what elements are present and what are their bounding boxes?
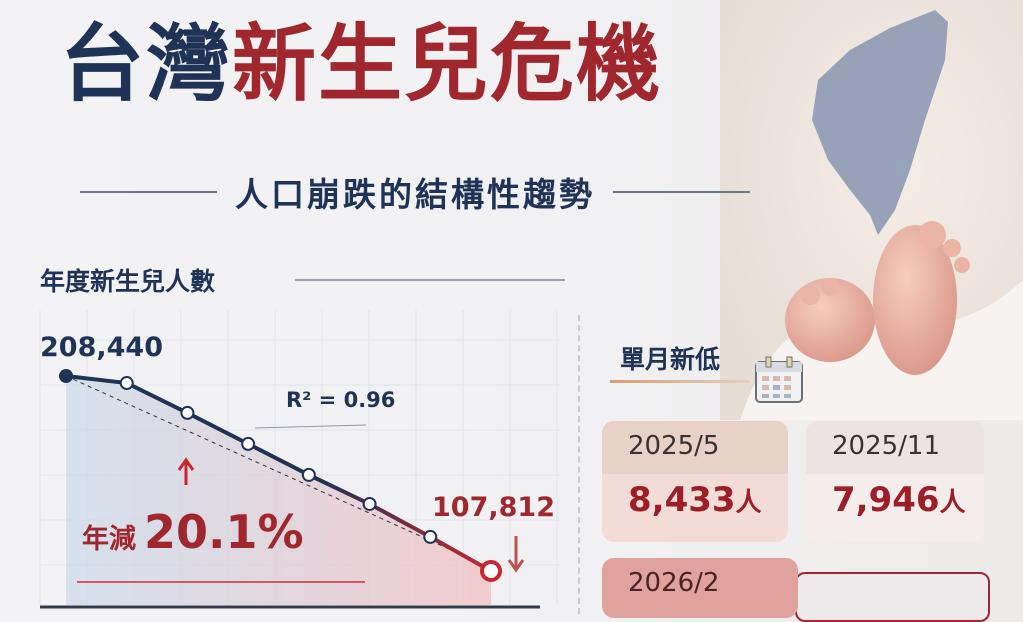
births-line-chart: [39, 310, 560, 609]
chart-title: 年度新生兒人數: [40, 267, 216, 296]
data-point: [301, 467, 316, 482]
up-arrow-icon: [177, 457, 195, 485]
card-date: 2025/5: [602, 421, 788, 474]
title-part-1: 台灣: [60, 15, 233, 113]
divider: [80, 191, 217, 193]
divider: [613, 191, 750, 193]
data-point: [241, 436, 256, 451]
r2-underline: [254, 424, 367, 429]
last-value-label: 107,812: [432, 492, 555, 523]
down-arrow-icon: [507, 536, 525, 573]
card-value: 7,946人: [806, 474, 984, 520]
card-date: 2025/11: [806, 421, 984, 474]
annual-decline: 年減 20.1%: [82, 505, 304, 559]
title-part-2: 新生兒危機: [232, 15, 663, 113]
divider: [578, 315, 580, 614]
card-number: 7,946: [832, 480, 940, 520]
baby-feet-photo: [720, 0, 1023, 420]
data-point: [362, 496, 377, 511]
divider: [295, 279, 565, 281]
trend-line: [65, 375, 492, 569]
monthly-card-2025-5: 2025/5 8,433人: [602, 421, 788, 542]
monthly-card-2026-2-value-box: [795, 572, 990, 622]
card-unit: 人: [939, 488, 966, 518]
monthly-card-2026-2: 2026/2: [602, 558, 798, 618]
card-value: 8,433人: [602, 474, 788, 520]
data-point: [59, 369, 73, 383]
r-squared-label: R² = 0.96: [286, 388, 396, 412]
data-point: [423, 529, 438, 544]
decline-value: 20.1%: [144, 505, 304, 559]
calendar-icon: [755, 356, 803, 403]
subtitle: 人口崩跌的結構性趨勢: [80, 168, 750, 216]
decline-prefix: 年減: [82, 524, 136, 555]
first-value-label: 208,440: [40, 332, 163, 363]
series-line: [65, 374, 492, 573]
data-point: [480, 560, 502, 582]
area-fill: [66, 376, 491, 605]
subtitle-text: 人口崩跌的結構性趨勢: [235, 175, 595, 214]
divider: [610, 380, 750, 383]
card-number: 8,433: [628, 480, 736, 520]
data-point: [119, 376, 134, 391]
card-date: 2026/2: [628, 568, 720, 598]
page-title: 台灣新生兒危機: [60, 22, 662, 106]
data-point: [180, 405, 195, 420]
monthly-card-2025-11: 2025/11 7,946人: [806, 421, 984, 542]
monthly-title: 單月新低: [620, 345, 721, 374]
card-unit: 人: [735, 488, 762, 518]
taiwan-map: [812, 10, 948, 235]
